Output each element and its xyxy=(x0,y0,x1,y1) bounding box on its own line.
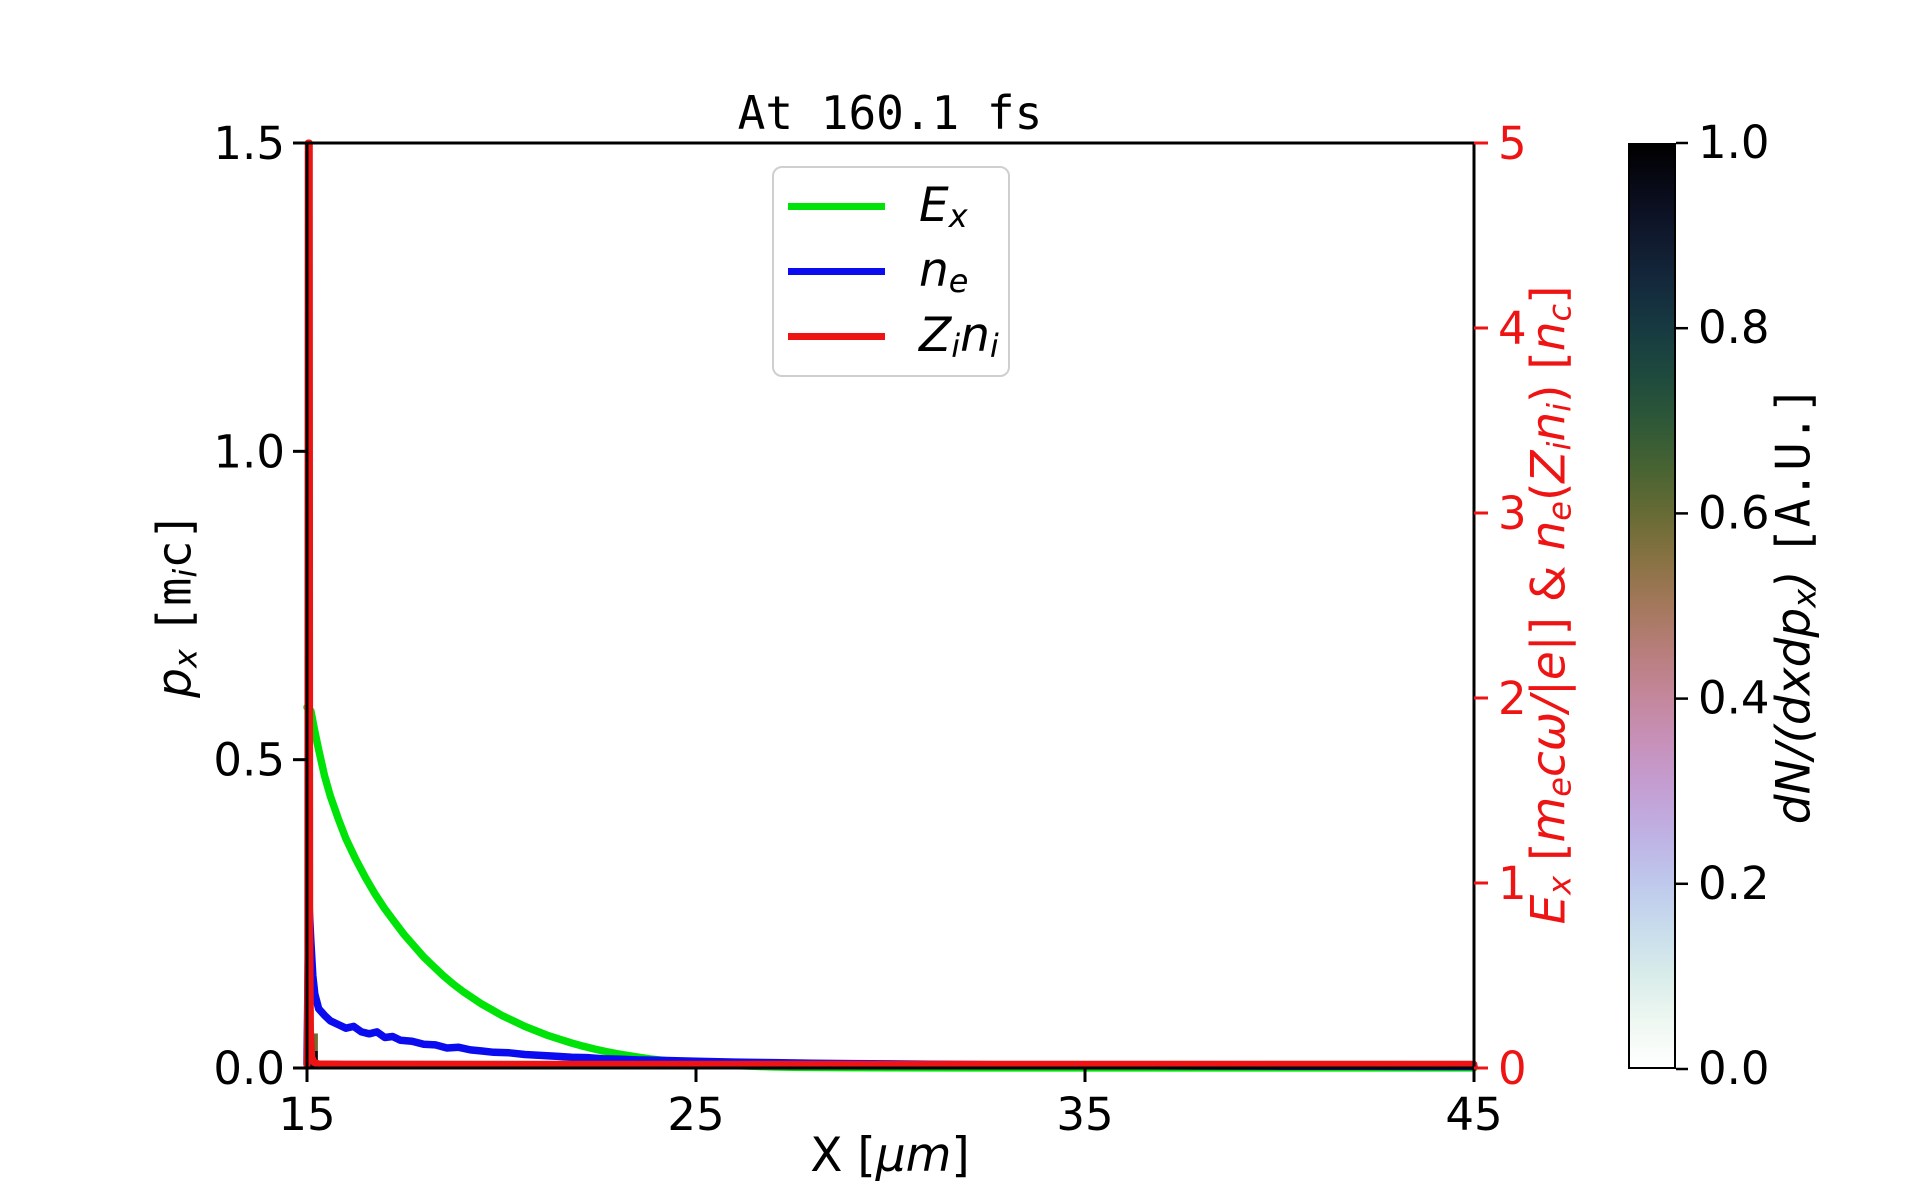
label-segment: c xyxy=(1540,303,1579,322)
label-segment: [ xyxy=(147,605,203,635)
label-segment: ) xyxy=(1766,570,1822,589)
colorbar-label: dN/(dxdpx) [A.U.] xyxy=(1766,386,1823,825)
legend: Ex ne Zini xyxy=(772,166,1010,377)
label-segment: x xyxy=(166,649,205,669)
label-segment: e xyxy=(1540,501,1579,521)
x-tick-label: 25 xyxy=(667,1088,724,1141)
y-left-tick-label: 1.5 xyxy=(213,117,285,170)
chart-title: At 160.1 fs xyxy=(737,86,1043,140)
x-tick-label: 45 xyxy=(1445,1088,1502,1141)
label-segment: Z xyxy=(919,307,952,363)
label-segment: ( xyxy=(1521,482,1577,502)
y-axis-right-label: Ex [mecω/|e|] & ne(Zini) [nc] xyxy=(1521,286,1578,925)
label-segment: /( xyxy=(1766,725,1822,760)
label-segment: i xyxy=(989,327,999,366)
label-segment: p xyxy=(147,668,203,698)
label-segment: E xyxy=(919,177,949,233)
axes-frame xyxy=(305,141,1476,1070)
label-segment: dxdp xyxy=(1766,607,1822,726)
label-segment: dN xyxy=(1766,759,1822,825)
label-segment: n xyxy=(1521,411,1577,442)
colorbar-tick-label: 0.4 xyxy=(1698,672,1770,725)
legend-line-swatch xyxy=(788,268,885,275)
curve-e_x xyxy=(303,703,1478,1072)
label-segment: |e| xyxy=(1521,635,1577,696)
label-segment: n xyxy=(919,242,949,298)
label-segment: n xyxy=(1521,520,1577,551)
label-segment: i xyxy=(166,568,205,578)
label-segment: i xyxy=(1540,441,1579,451)
y-right-tick-label: 3 xyxy=(1498,487,1527,540)
label-segment: [ xyxy=(1521,842,1577,876)
y-right-tick-label: 0 xyxy=(1498,1042,1527,1095)
colorbar xyxy=(1628,143,1676,1069)
colorbar-tick-label: 0.6 xyxy=(1698,486,1770,539)
legend-line-swatch xyxy=(788,203,885,210)
label-segment: / xyxy=(1521,695,1577,712)
colorbar-tick-label: 0.0 xyxy=(1698,1042,1770,1095)
label-segment: [ xyxy=(842,1128,876,1183)
label-segment: x xyxy=(1540,875,1579,895)
label-segment: c xyxy=(1521,751,1577,778)
label-segment: ) [ xyxy=(1521,351,1577,403)
legend-item: Zini xyxy=(788,304,1008,369)
y-left-tick-label: 0.0 xyxy=(213,1042,285,1095)
label-segment: e xyxy=(1540,777,1579,797)
y-right-tick-label: 1 xyxy=(1498,857,1527,910)
label-segment: μm xyxy=(875,1128,952,1183)
curve-n_e xyxy=(303,897,1478,1071)
y-left-tick-label: 0.5 xyxy=(213,734,285,787)
legend-label: Zini xyxy=(919,308,999,365)
colorbar-tick-label: 0.8 xyxy=(1698,301,1770,354)
label-segment: m xyxy=(1521,796,1577,843)
label-segment: c xyxy=(147,540,203,569)
y-right-tick-label: 2 xyxy=(1498,672,1527,725)
x-axis-label: X [μm] xyxy=(810,1128,970,1183)
legend-item: Ex xyxy=(788,174,1008,239)
label-segment: ] xyxy=(1521,285,1577,304)
label-segment: ] & xyxy=(1521,550,1577,636)
colorbar-ticks-and-labels: 0.0 0.2 0.4 0.6 0.8 1.0 xyxy=(1676,116,1770,1095)
label-segment: ω xyxy=(1521,711,1577,752)
x-tick-label: 35 xyxy=(1056,1088,1113,1141)
label-segment: m xyxy=(147,577,203,606)
colorbar-tick-label: 1.0 xyxy=(1698,116,1770,169)
y-axis-left-label: px [mic] xyxy=(147,512,204,698)
y-right-tick-label: 4 xyxy=(1498,302,1527,355)
y-left-tick-label: 1.0 xyxy=(213,425,285,478)
label-segment: [A.U.] xyxy=(1766,385,1822,556)
label-segment: X xyxy=(810,1128,843,1183)
label-segment xyxy=(1766,556,1821,571)
y-right-tick-label: 5 xyxy=(1498,117,1527,170)
x-tick-label: 15 xyxy=(278,1088,335,1141)
label-segment: E xyxy=(1521,894,1577,925)
label-segment: Z xyxy=(1521,450,1577,483)
colorbar-tick-label: 0.2 xyxy=(1698,857,1770,910)
label-segment xyxy=(147,634,202,649)
label-segment: ] xyxy=(951,1128,970,1183)
label-segment: e xyxy=(948,262,969,301)
label-segment: x xyxy=(948,197,968,236)
legend-label: ne xyxy=(919,243,968,300)
label-segment: x xyxy=(1785,588,1824,608)
plot-frame xyxy=(305,141,1476,1070)
legend-label: Ex xyxy=(919,178,968,235)
label-segment: i xyxy=(1540,402,1579,412)
legend-item: ne xyxy=(788,239,1008,304)
legend-line-swatch xyxy=(788,333,885,340)
label-segment: n xyxy=(960,307,990,363)
label-segment: ] xyxy=(147,512,203,541)
label-segment: n xyxy=(1521,321,1577,352)
label-segment: i xyxy=(951,327,961,366)
